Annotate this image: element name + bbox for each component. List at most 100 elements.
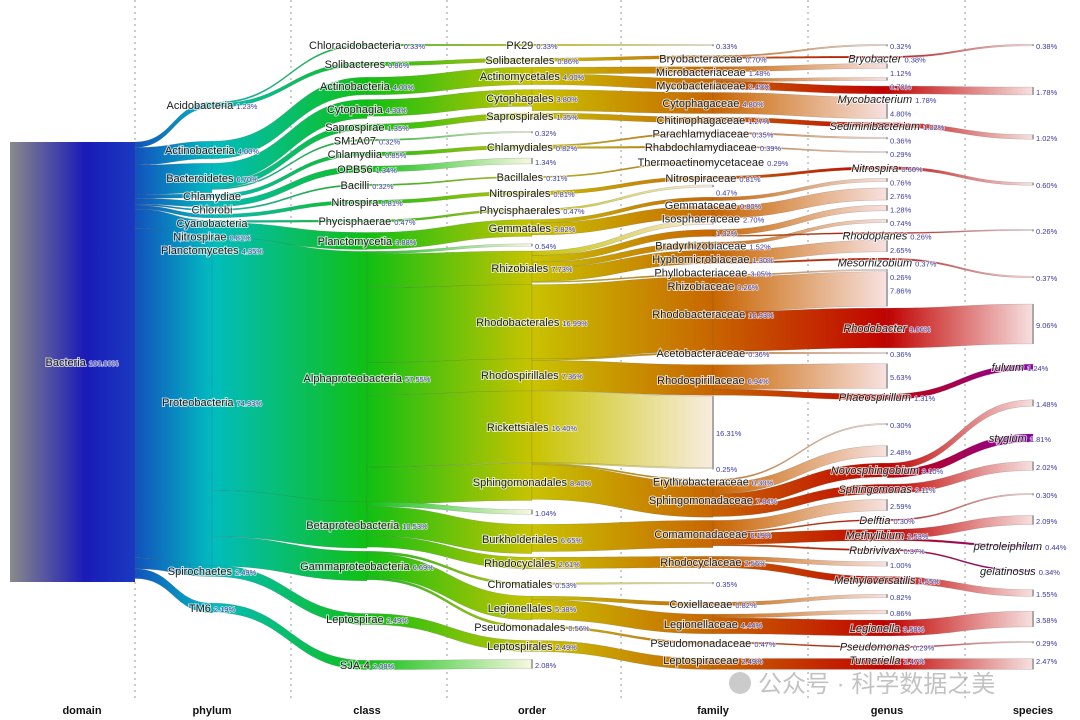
node-name: Burkholderiales <box>482 534 558 546</box>
terminal-percent-label: 1.28% <box>890 206 912 215</box>
node-percent: 0.39% <box>760 144 782 153</box>
node-name: Bacteroidetes <box>166 173 234 185</box>
node-percent: 0.35% <box>752 131 774 140</box>
node-name: Isosphaeraceae <box>662 214 740 226</box>
node-label-chitac: Chitinophagaceae 1.27% <box>657 115 770 127</box>
node-name: Legionellales <box>488 603 553 615</box>
node-name: Mesorhizobium <box>838 258 913 270</box>
node-name: Leptospiraceae <box>663 655 738 667</box>
terminal-percent-label: 9.06% <box>1036 321 1058 330</box>
node-name: Chlamydiales <box>487 142 554 154</box>
node-percent: 1.78% <box>915 96 937 105</box>
node-percent: 0.81% <box>229 234 251 243</box>
node-percent: 4.00% <box>563 73 585 82</box>
flow-end-bar <box>531 131 533 134</box>
node-percent: 0.34% <box>1039 568 1061 577</box>
flow-end-bar <box>1032 611 1034 627</box>
flow-end-bar <box>886 352 888 355</box>
flow-proteo-to-alpha <box>211 236 368 505</box>
terminal-percent-label: 0.60% <box>1036 181 1058 190</box>
node-label-bryoac: Bryobacteraceae 0.70% <box>659 54 767 66</box>
flow-end-bar <box>712 44 714 47</box>
column-header-class: class <box>353 705 381 717</box>
node-name: Methylibium <box>846 530 905 542</box>
terminal-percent-label: 0.74% <box>890 219 912 228</box>
flow-end-bar <box>886 151 888 154</box>
terminal-percent-label: 0.29% <box>1036 639 1058 648</box>
node-percent: 1.27% <box>748 117 770 126</box>
flow-actinomy-to-mycoac <box>531 73 714 90</box>
node-name: Rhodospirillaceae <box>657 375 744 387</box>
flow-end-bar <box>1032 493 1034 496</box>
node-label-nitrog: Nitrospira 0.60% <box>851 163 923 175</box>
node-label-acido: Acidobacteria 1.23% <box>167 100 258 112</box>
node-label-rhodobac: Rhodobacteraceae 16.93% <box>652 309 774 321</box>
node-name: Sphingomonadales <box>473 477 568 489</box>
flow-hyphoac-to-g_e10 <box>712 219 888 246</box>
flow-end-bar <box>886 205 888 211</box>
flow-end-bar <box>886 240 888 252</box>
node-name: Microbacteriaceae <box>656 67 746 79</box>
terminal-percent-label: 0.47% <box>716 189 738 198</box>
node-label-actinomy: Actinomycetales 4.00% <box>480 71 585 83</box>
node-name: Chlamydiae <box>183 191 241 203</box>
node-percent: 3.80% <box>557 95 579 104</box>
node-percent: 4.30% <box>386 106 408 115</box>
flow-pseudal-to-pseudac <box>531 625 714 645</box>
node-label-sedim: Sediminibacterium 1.02% <box>830 121 945 133</box>
terminal-percent-label: 1.02% <box>716 229 738 238</box>
flow-rhodopl-to-s_e5 <box>886 229 1034 234</box>
node-percent: 0.86% <box>557 57 579 66</box>
node-percent: 1.23% <box>236 102 258 111</box>
node-name: Methyloversatilis <box>834 575 916 587</box>
flow-coxac-to-g_e20 <box>712 593 888 607</box>
watermark: 公众号 · 科学数据之美 <box>758 671 995 698</box>
flow-end-bar <box>1032 641 1034 644</box>
terminal-percent-label: 2.65% <box>890 246 912 255</box>
node-percent: 0.38% <box>904 56 926 65</box>
flow-proteo-to-beta <box>211 490 368 549</box>
terminal-percent-label: 1.04% <box>535 509 557 518</box>
node-name: Novosphingobium <box>831 465 919 477</box>
node-name: Actinomycetales <box>480 71 561 83</box>
node-label-delftia: Delftia 0.30% <box>859 515 915 527</box>
node-percent: 1.02% <box>923 123 945 132</box>
node-percent: 1.35% <box>556 113 578 122</box>
flow-end-bar <box>886 499 888 511</box>
column-header-order: order <box>518 705 547 717</box>
node-label-chlorac: Chloracidobacteria 0.33% <box>309 40 425 52</box>
flow-bac-to-bactero <box>134 163 213 195</box>
flow-gamma-to-chromal <box>366 551 533 586</box>
flow-chlamyal-to-rhabdac <box>531 145 714 149</box>
node-label-leptae: Leptospirae 2.49% <box>326 614 408 626</box>
flow-pk29-to-f_e1 <box>531 44 714 46</box>
terminal-percent-label: 0.26% <box>1036 227 1058 236</box>
node-percent: 5.38% <box>555 605 577 614</box>
node-name: Legionella <box>850 623 900 635</box>
node-label-rhodospac: Rhodospirillaceae 6.94% <box>657 375 769 387</box>
node-percent: 1.34% <box>376 166 398 175</box>
node-name: petroleiphilum <box>973 541 1042 553</box>
flow-saprosp-to-saprospal <box>366 112 533 131</box>
node-name: fulvum <box>992 362 1024 374</box>
node-label-rhodobg: Rhodobacter 9.06% <box>843 323 931 335</box>
terminal-percent-label: 5.63% <box>890 373 912 382</box>
node-name: Gemmataceae <box>665 200 737 212</box>
flow-end-bar <box>712 219 714 225</box>
flow-gamma-to-pseudal <box>366 577 533 629</box>
node-name: OPB56 <box>337 164 372 176</box>
node-name: Actinobacteria <box>165 145 236 157</box>
terminal-percent-label: 3.58% <box>1036 616 1058 625</box>
column-header-family: family <box>697 705 730 717</box>
node-label-nitro1: Nitrospirae 0.81% <box>173 232 251 244</box>
node-name: Legionellaceae <box>664 619 738 631</box>
node-label-beta: Betaproteobacteria 10.53% <box>306 520 428 532</box>
node-percent: 0.36% <box>748 350 770 359</box>
node-percent: 2.70% <box>743 216 765 225</box>
node-label-rhabdac: Rhabdochlamydiaceae 0.39% <box>645 142 782 154</box>
flow-chlamy2-to-chlamyal <box>366 144 533 156</box>
flow-end-bar <box>886 363 888 389</box>
node-name: gelatinosus <box>980 566 1036 578</box>
node-name: Rhizobiales <box>491 263 548 275</box>
node-percent: 0.37% <box>904 547 926 556</box>
